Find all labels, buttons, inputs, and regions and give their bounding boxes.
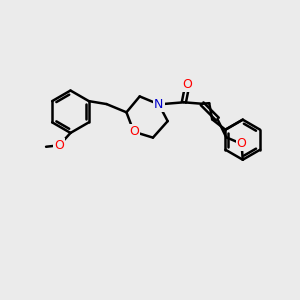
Text: O: O [237,137,247,150]
Text: O: O [129,125,139,138]
Text: O: O [54,139,64,152]
Text: O: O [182,78,192,91]
Text: N: N [154,98,164,111]
